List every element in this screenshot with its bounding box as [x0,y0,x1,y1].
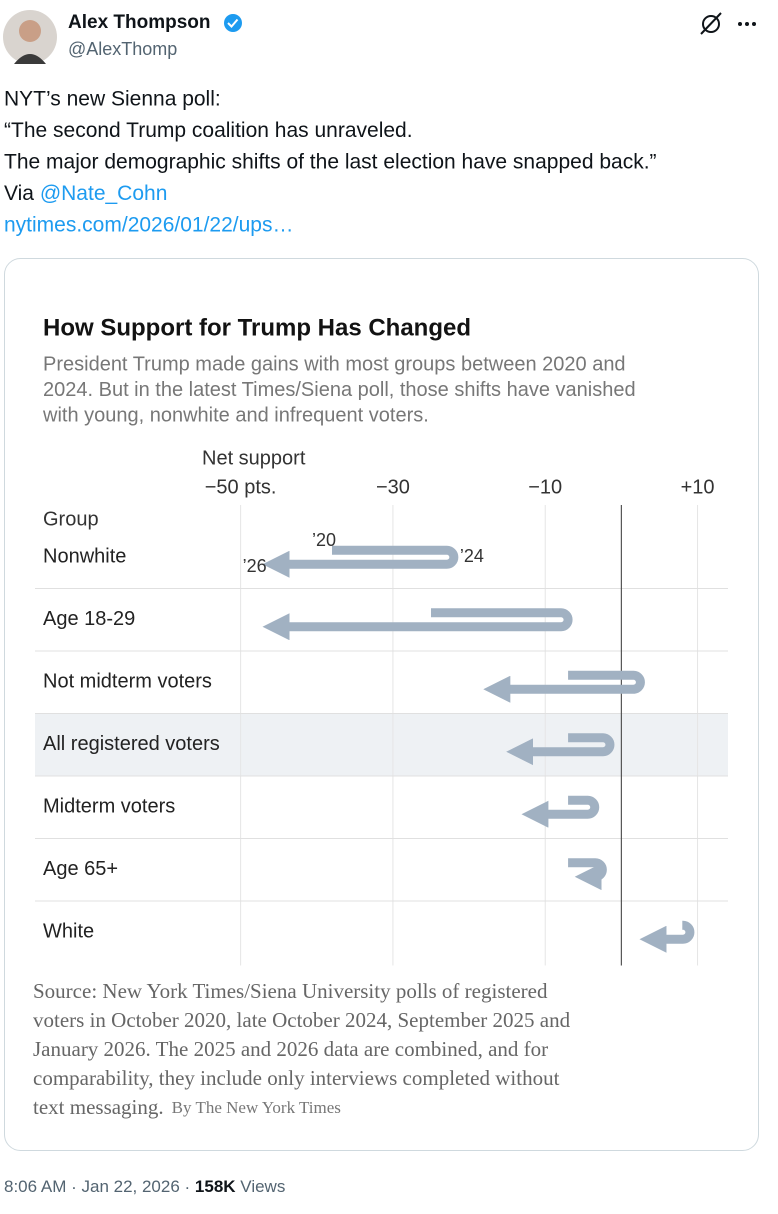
mention-link[interactable]: @Nate_Cohn [40,182,168,205]
views-label: Views [240,1177,285,1196]
row-label: Midterm voters [43,796,175,818]
source-note: text messaging. By The New York Times [33,1095,341,1119]
source-note: January 2026. The 2025 and 2026 data are… [33,1037,548,1061]
tweet-text: NYT’s new Sienna poll: [4,88,221,111]
chart-subtitle: President Trump made gains with most gro… [43,353,626,375]
media-card[interactable] [4,258,759,1151]
tweet-text: Via @Nate_Cohn [4,182,167,205]
x-tick-label: −10 [528,476,562,498]
row-label: White [43,921,94,943]
avatar-body [14,54,46,64]
shift-arrow [521,795,600,828]
tweet-meta: 8:06 AM · Jan 22, 2026 · 158K Views [4,1177,285,1196]
views-count: 158K [195,1177,236,1196]
x-tick-label: −30 [376,476,410,498]
chart-subtitle: 2024. But in the latest Times/Siena poll… [43,379,636,401]
author-name[interactable]: Alex Thompson [68,12,211,33]
series-label: ’20 [312,530,336,550]
tweet-text: The major demographic shifts of the last… [4,151,657,174]
shift-arrow [262,545,459,578]
row-label: Nonwhite [43,546,126,568]
grok-slash [700,12,722,35]
more-icon[interactable] [738,22,756,26]
series-label: ’24 [460,546,484,566]
shift-arrow [262,608,573,641]
source-note: comparability, they include only intervi… [33,1066,560,1090]
verified-check [227,18,239,28]
series-label: ’26 [243,556,267,576]
y-axis-label: Group [43,508,99,530]
chart-title: How Support for Trump Has Changed [43,314,471,341]
x-axis-label: Net support [202,447,306,469]
tweet-text: “The second Trump coalition has unravele… [4,119,413,142]
verified-badge [224,14,242,32]
url-link[interactable]: nytimes.com/2026/01/22/ups… [4,214,294,237]
shift-arrow [506,733,615,766]
row-label: Not midterm voters [43,671,212,693]
byline: By The New York Times [172,1098,341,1117]
row-label: Age 18-29 [43,608,135,630]
shift-arrow [483,670,645,703]
x-tick-label: −50 pts. [205,476,277,498]
row-label: Age 65+ [43,858,118,880]
author-handle[interactable]: @AlexThomp [68,39,177,59]
x-tick-label: +10 [681,476,715,498]
time[interactable]: 8:06 AM [4,1177,66,1196]
chart-subtitle: with young, nonwhite and infrequent vote… [42,404,429,426]
row-label: All registered voters [43,733,220,755]
date[interactable]: Jan 22, 2026 [81,1177,179,1196]
shift-arrow [568,858,607,891]
shift-arrow [639,920,695,953]
source-note: voters in October 2020, late October 202… [33,1008,571,1032]
grok-icon[interactable] [702,15,720,33]
avatar-face [19,20,41,42]
source-note: Source: New York Times/Siena University … [33,979,548,1003]
